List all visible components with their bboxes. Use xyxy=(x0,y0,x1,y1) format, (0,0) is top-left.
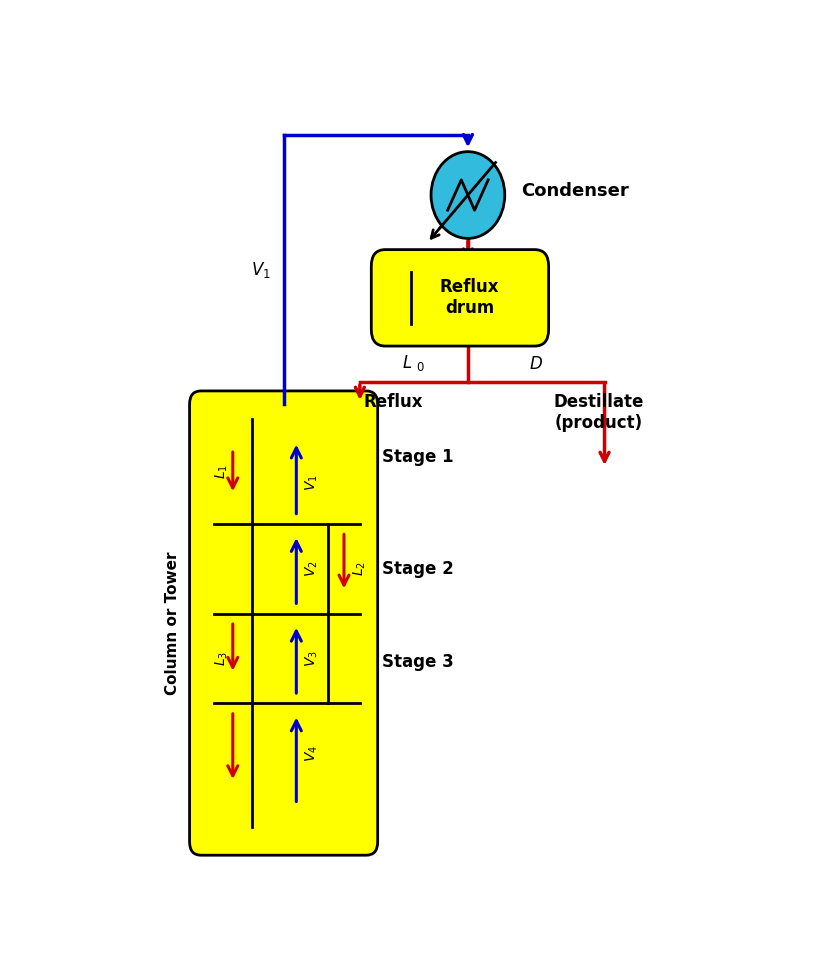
Text: $L_c = V_1$: $L_c = V_1$ xyxy=(373,256,429,276)
Text: $V_2$: $V_2$ xyxy=(304,560,320,577)
Text: $L_3$: $L_3$ xyxy=(213,651,229,666)
Text: $V_4$: $V_4$ xyxy=(304,746,320,762)
Circle shape xyxy=(431,151,505,239)
Text: $L_1$: $L_1$ xyxy=(213,464,229,479)
Text: Condenser: Condenser xyxy=(520,183,627,200)
Text: Destillate
(product): Destillate (product) xyxy=(552,393,643,432)
Text: $V_3$: $V_3$ xyxy=(304,651,320,667)
Text: $D$: $D$ xyxy=(528,355,542,373)
Text: Stage 3: Stage 3 xyxy=(382,653,454,671)
FancyBboxPatch shape xyxy=(371,250,548,346)
Text: Stage 2: Stage 2 xyxy=(382,560,454,578)
Text: $L_2$: $L_2$ xyxy=(351,561,368,577)
Text: Stage 1: Stage 1 xyxy=(382,448,453,466)
Text: Reflux
drum: Reflux drum xyxy=(439,279,499,318)
Text: Reflux: Reflux xyxy=(363,393,422,411)
Text: Column or Tower: Column or Tower xyxy=(165,552,179,695)
Text: $V_1$: $V_1$ xyxy=(251,260,270,280)
FancyBboxPatch shape xyxy=(189,391,378,855)
Text: $L\ _0$: $L\ _0$ xyxy=(401,353,425,373)
Text: $V_1$: $V_1$ xyxy=(304,475,320,491)
